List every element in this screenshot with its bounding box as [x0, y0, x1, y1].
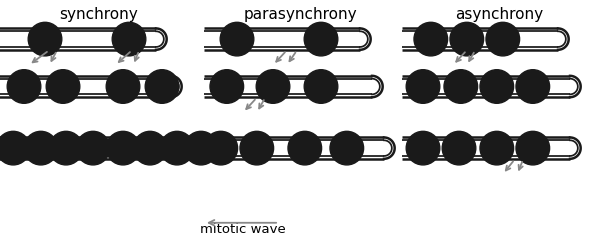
Ellipse shape: [516, 70, 550, 103]
Ellipse shape: [256, 70, 290, 103]
Ellipse shape: [486, 22, 520, 56]
Ellipse shape: [406, 70, 440, 103]
Ellipse shape: [444, 70, 478, 103]
Ellipse shape: [112, 22, 146, 56]
Text: mitotic wave: mitotic wave: [200, 223, 286, 236]
Ellipse shape: [210, 70, 244, 103]
Text: asynchrony: asynchrony: [455, 7, 543, 22]
Ellipse shape: [304, 22, 338, 56]
Ellipse shape: [450, 22, 484, 56]
Text: synchrony: synchrony: [59, 7, 139, 22]
Ellipse shape: [0, 131, 30, 165]
Ellipse shape: [304, 70, 338, 103]
Ellipse shape: [414, 22, 448, 56]
Ellipse shape: [330, 131, 364, 165]
Ellipse shape: [204, 131, 238, 165]
Ellipse shape: [7, 70, 41, 103]
Ellipse shape: [46, 70, 80, 103]
Ellipse shape: [288, 131, 322, 165]
Ellipse shape: [145, 70, 179, 103]
Ellipse shape: [480, 131, 514, 165]
Ellipse shape: [442, 131, 476, 165]
Ellipse shape: [24, 131, 58, 165]
Ellipse shape: [28, 22, 62, 56]
Ellipse shape: [106, 70, 140, 103]
Ellipse shape: [184, 131, 218, 165]
Ellipse shape: [220, 22, 254, 56]
Ellipse shape: [406, 131, 440, 165]
Ellipse shape: [76, 131, 110, 165]
Text: parasynchrony: parasynchrony: [243, 7, 357, 22]
Ellipse shape: [516, 131, 550, 165]
Ellipse shape: [160, 131, 194, 165]
Ellipse shape: [106, 131, 140, 165]
Ellipse shape: [240, 131, 274, 165]
Ellipse shape: [133, 131, 167, 165]
Ellipse shape: [480, 70, 514, 103]
Ellipse shape: [49, 131, 83, 165]
